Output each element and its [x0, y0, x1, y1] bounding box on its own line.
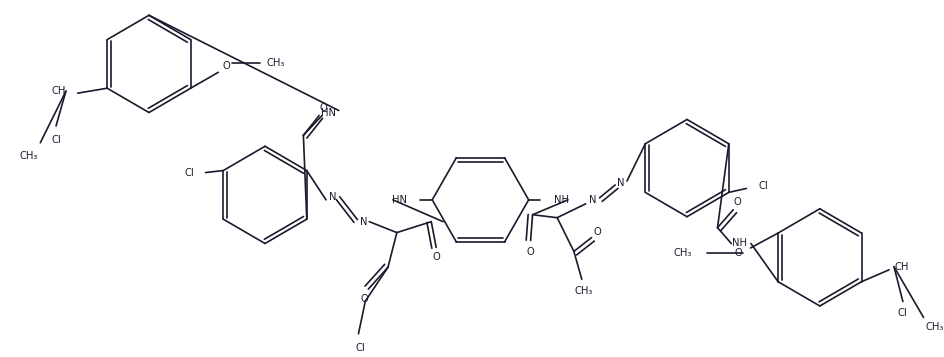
- Text: Cl: Cl: [898, 308, 908, 318]
- Text: CH₃: CH₃: [673, 248, 692, 258]
- Text: CH₃: CH₃: [925, 322, 944, 332]
- Text: NH: NH: [554, 195, 569, 205]
- Text: O: O: [594, 227, 601, 237]
- Text: Cl: Cl: [356, 343, 365, 353]
- Text: HN: HN: [322, 107, 336, 117]
- Text: O: O: [733, 197, 741, 207]
- Text: N: N: [589, 195, 597, 205]
- Text: O: O: [432, 252, 440, 262]
- Text: CH: CH: [52, 86, 66, 96]
- Text: NH: NH: [732, 238, 747, 248]
- Text: O: O: [361, 294, 368, 304]
- Text: Cl: Cl: [184, 167, 194, 177]
- Text: CH₃: CH₃: [266, 59, 284, 69]
- Text: N: N: [360, 217, 367, 227]
- Text: N: N: [329, 192, 337, 202]
- Text: O: O: [319, 102, 327, 112]
- Text: N: N: [617, 178, 625, 188]
- Text: O: O: [735, 248, 743, 258]
- Text: CH: CH: [894, 262, 908, 272]
- Text: CH₃: CH₃: [19, 151, 38, 161]
- Text: HN: HN: [392, 195, 407, 205]
- Text: O: O: [222, 61, 230, 71]
- Text: Cl: Cl: [758, 181, 768, 191]
- Text: O: O: [527, 247, 534, 257]
- Text: Cl: Cl: [51, 135, 61, 145]
- Text: CH₃: CH₃: [575, 286, 593, 296]
